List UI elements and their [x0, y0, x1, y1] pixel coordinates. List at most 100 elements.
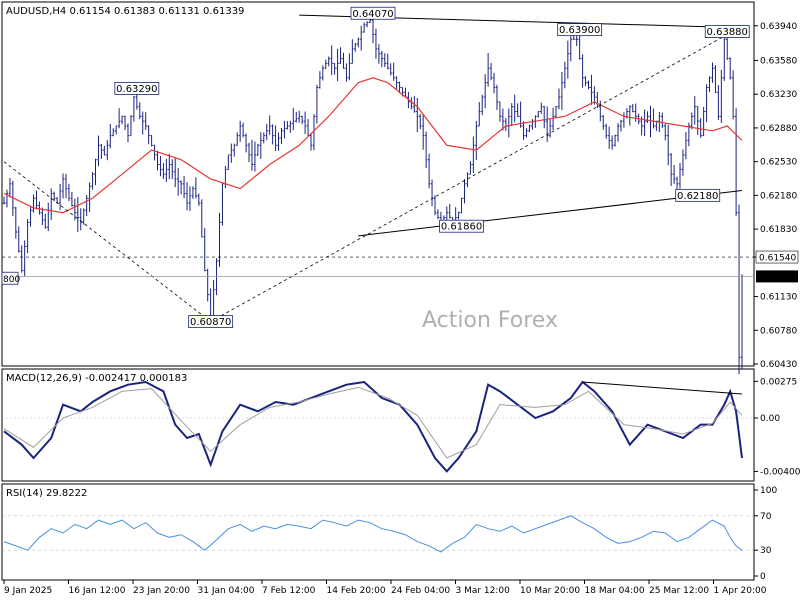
candle: [537, 110, 540, 118]
price-annotation-box: [114, 82, 160, 95]
rsi-line: [3, 515, 743, 553]
candle: [236, 132, 239, 146]
candle: [348, 53, 351, 81]
candle: [44, 213, 47, 229]
candle: [286, 121, 289, 130]
candle: [156, 150, 159, 171]
candle: [35, 190, 38, 210]
candle: [602, 115, 605, 130]
price-annotation-box: [557, 23, 603, 37]
price-annotation-box: [439, 219, 484, 233]
candle: [495, 84, 499, 110]
candle: [295, 111, 298, 123]
candle: [711, 62, 714, 83]
candle: [300, 115, 304, 125]
candle: [466, 172, 469, 188]
candle: [191, 186, 195, 199]
candle: [271, 124, 274, 145]
candle: [2, 196, 6, 205]
candle: [672, 164, 676, 184]
candle: [61, 173, 65, 199]
candle: [188, 186, 192, 211]
candle: [221, 182, 224, 226]
candle: [734, 108, 738, 216]
candle: [359, 25, 363, 51]
candle: [324, 59, 327, 69]
candle: [120, 115, 124, 125]
candle: [669, 153, 673, 186]
price-axis-label: 0.63940: [760, 22, 797, 32]
candle: [427, 153, 431, 189]
candle: [253, 141, 257, 172]
candle: [29, 206, 32, 227]
axes: 0.63940 0.63580 0.63230 0.62880 0.62530 0.621…: [3, 22, 800, 596]
candle: [147, 125, 150, 145]
candle: [731, 70, 735, 120]
candle: [475, 120, 478, 161]
candle: [41, 207, 44, 226]
candle: [303, 111, 307, 134]
candle: [613, 134, 617, 147]
left-edge-label: 800: [3, 275, 20, 285]
candle: [200, 199, 203, 238]
candle: [114, 125, 118, 135]
candle: [702, 106, 705, 137]
candle: [616, 123, 620, 142]
candle: [123, 115, 127, 131]
candle: [545, 106, 549, 142]
candle: [94, 158, 97, 185]
candle: [197, 193, 201, 206]
candle: [448, 204, 451, 219]
macd-axis-label: 0.00275: [760, 377, 797, 387]
candle: [129, 115, 133, 137]
candle: [563, 61, 567, 89]
time-axis-label: 25 Mar 12:00: [649, 586, 709, 596]
candle: [336, 48, 339, 82]
candle: [176, 168, 180, 196]
time-axis-label: 16 Jan 12:00: [69, 586, 126, 596]
candle: [383, 53, 387, 68]
candle: [339, 47, 342, 64]
candle: [395, 76, 398, 90]
candle: [97, 135, 100, 167]
candle: [185, 182, 189, 211]
candle: [26, 219, 29, 254]
price-annotation-label: 0.62180: [677, 191, 718, 202]
candle: [723, 37, 726, 81]
price-axis-label: 0.63230: [760, 90, 797, 100]
price-annotation-label: 0.63900: [559, 25, 600, 36]
candle: [628, 105, 632, 126]
candle: [17, 226, 20, 253]
candle: [182, 175, 186, 199]
candle: [351, 39, 354, 64]
candle: [605, 123, 608, 139]
time-axis-label: 24 Feb 04:00: [391, 586, 450, 596]
candle: [162, 162, 165, 179]
price-annotation-label: 0.60870: [190, 317, 231, 328]
price-axis-label: 0.60780: [760, 326, 797, 336]
candle: [268, 115, 271, 135]
candle: [106, 139, 109, 161]
candle: [265, 123, 268, 141]
candle: [241, 122, 245, 138]
price-annotation-label: 0.63290: [116, 84, 157, 95]
candle: [179, 180, 183, 195]
candle: [58, 183, 62, 210]
candle: [587, 80, 590, 90]
candle: [150, 135, 153, 147]
price-axis-label: 0.62180: [760, 191, 797, 201]
price-annotation-label: 0.61860: [441, 222, 482, 233]
macd-axis-label: 0.00: [760, 414, 780, 424]
rsi-panel: [1, 483, 755, 581]
price-chart-title: AUDUSD,H4 0.61154 0.61383 0.61131 0.6133…: [6, 6, 244, 17]
candle: [280, 127, 283, 144]
candle: [578, 34, 581, 60]
current-price-label: 0.61339: [759, 273, 796, 283]
candle: [194, 177, 198, 199]
candle: [227, 154, 230, 170]
candle: [67, 183, 71, 202]
candle: [483, 74, 487, 109]
candle: [705, 84, 708, 123]
candle: [631, 103, 634, 113]
candle: [557, 88, 561, 110]
